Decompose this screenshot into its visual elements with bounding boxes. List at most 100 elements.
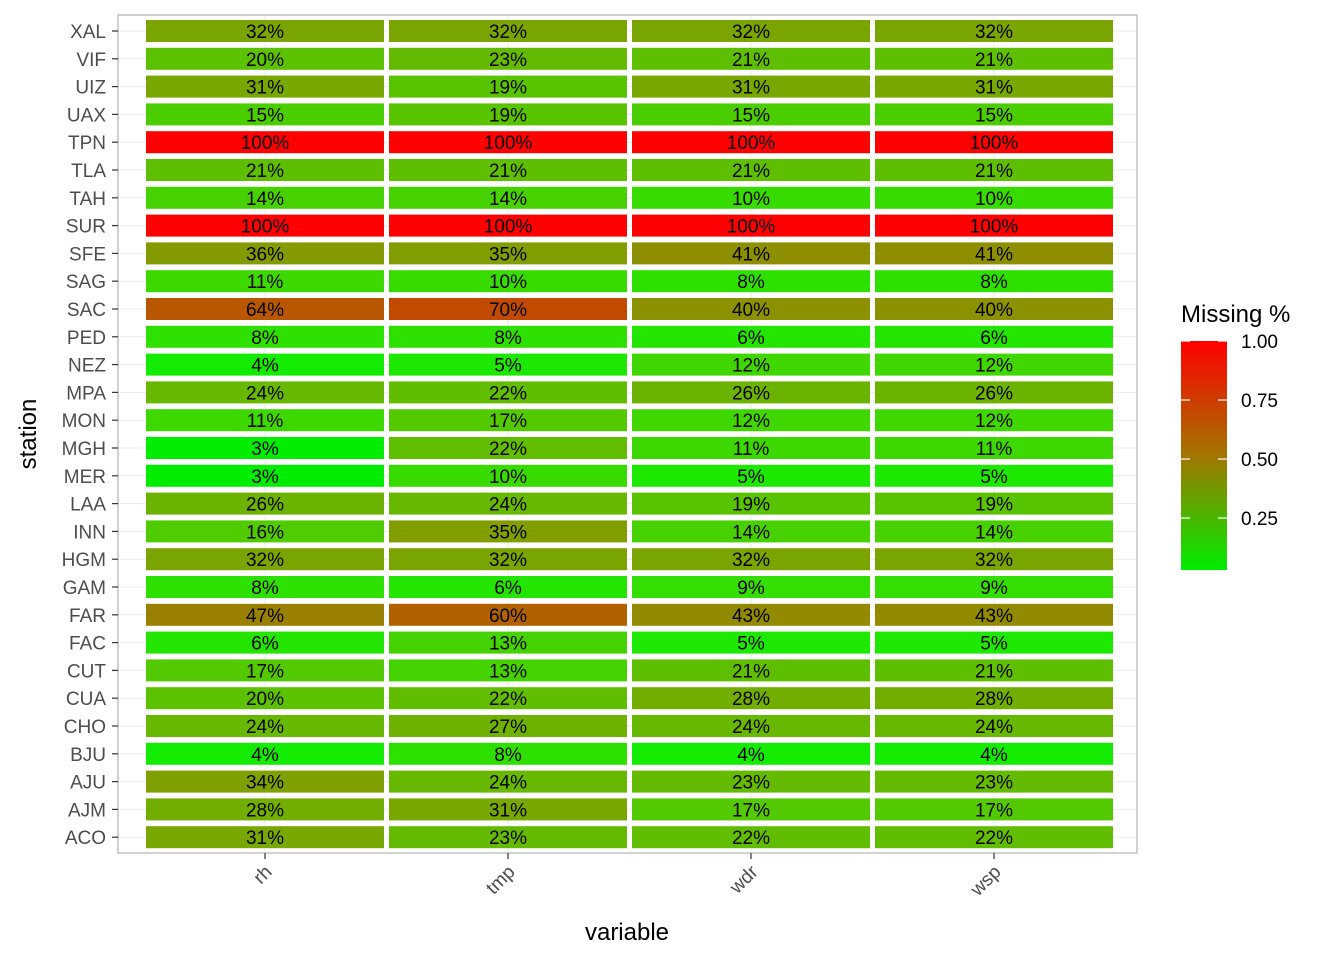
cell-label: 100% — [241, 217, 290, 238]
heatmap-cell — [389, 715, 627, 737]
cell-label: 24% — [975, 717, 1013, 738]
y-tick-label: MON — [62, 411, 106, 432]
heatmap-cell — [146, 159, 384, 181]
cell-label: 4% — [251, 356, 279, 377]
cell-label: 19% — [732, 495, 770, 516]
cell-label: 23% — [489, 828, 527, 849]
heatmap-cell — [632, 715, 870, 737]
cell-label: 15% — [975, 105, 1013, 126]
heatmap-cell — [875, 437, 1113, 459]
heatmap-cell — [875, 409, 1113, 432]
y-tick-label: FAR — [69, 606, 106, 627]
heatmap-cell — [389, 325, 627, 348]
heatmap-cell — [146, 298, 384, 320]
cell-label: 32% — [732, 550, 770, 571]
cell-label: 24% — [246, 383, 284, 404]
cell-label: 3% — [251, 439, 279, 460]
heatmap-cell — [389, 631, 627, 654]
heatmap-cell — [389, 437, 627, 459]
cell-label: 60% — [489, 606, 527, 627]
heatmap-cell — [632, 492, 870, 515]
y-tick-label: UAX — [67, 105, 106, 126]
heatmap-cell — [875, 186, 1113, 209]
cell-label: 16% — [246, 522, 284, 543]
cell-label: 22% — [489, 689, 527, 710]
cell-label: 20% — [246, 50, 284, 71]
cell-label: 4% — [737, 745, 765, 766]
cell-label: 17% — [975, 800, 1013, 821]
cell-label: 8% — [494, 328, 522, 349]
y-tick-label: TAH — [69, 189, 106, 210]
cell-label: 27% — [489, 717, 527, 738]
y-tick-label: UIZ — [75, 78, 106, 99]
cell-label: 21% — [489, 161, 527, 182]
heatmap-cell — [875, 20, 1113, 42]
y-tick-label: CHO — [64, 717, 106, 738]
cell-label: 100% — [484, 133, 533, 154]
heatmap-cell — [632, 159, 870, 181]
heatmap-cell — [875, 353, 1113, 376]
cell-label: 20% — [246, 689, 284, 710]
cell-label: 6% — [251, 634, 279, 655]
heatmap-cell — [632, 325, 870, 348]
cell-label: 9% — [980, 578, 1008, 599]
heatmap-cell — [389, 409, 627, 432]
cell-label: 22% — [975, 828, 1013, 849]
cell-label: 100% — [484, 217, 533, 238]
cell-label: 32% — [489, 22, 527, 43]
cell-label: 3% — [251, 467, 279, 488]
cell-label: 100% — [727, 217, 776, 238]
y-tick-label: GAM — [63, 578, 106, 599]
cell-label: 5% — [494, 356, 522, 377]
heatmap-cell — [146, 214, 384, 237]
heatmap-cell — [875, 75, 1113, 98]
heatmap-cell — [389, 659, 627, 682]
y-tick-label: CUA — [66, 689, 106, 710]
cell-label: 15% — [246, 105, 284, 126]
cell-label: 6% — [494, 578, 522, 599]
cell-label: 19% — [489, 78, 527, 99]
heatmap-cell — [875, 242, 1113, 265]
cell-label: 8% — [251, 578, 279, 599]
cell-label: 11% — [976, 439, 1013, 460]
cell-label: 9% — [737, 578, 765, 599]
cell-label: 28% — [246, 800, 284, 821]
heatmap-cell — [389, 159, 627, 181]
y-axis-title: station — [15, 399, 42, 470]
y-tick-label: SAC — [67, 300, 106, 321]
legend-tick-label: 0.75 — [1241, 391, 1278, 412]
cell-label: 36% — [246, 244, 284, 265]
heatmap-cell — [146, 103, 384, 126]
cell-label: 40% — [975, 300, 1013, 321]
cell-label: 41% — [975, 244, 1013, 265]
cell-label: 23% — [975, 773, 1013, 794]
cell-label: 34% — [246, 773, 284, 794]
cell-label: 21% — [732, 161, 770, 182]
heatmap-cell — [875, 381, 1113, 404]
cell-label: 41% — [732, 244, 770, 265]
y-tick-label: HGM — [62, 550, 106, 571]
cell-label: 21% — [732, 50, 770, 71]
cell-label: 5% — [980, 467, 1008, 488]
cell-label: 40% — [732, 300, 770, 321]
heatmap-cell — [389, 186, 627, 209]
cell-label: 8% — [251, 328, 279, 349]
cell-label: 31% — [246, 828, 284, 849]
cell-label: 11% — [247, 411, 284, 432]
heatmap-cell — [875, 603, 1113, 626]
heatmap-cell — [389, 214, 627, 237]
heatmap-cell — [875, 214, 1113, 237]
cell-label: 17% — [732, 800, 770, 821]
legend-title: Missing % — [1181, 301, 1290, 328]
heatmap-cell — [875, 325, 1113, 348]
heatmap-cell — [632, 75, 870, 98]
cell-label: 14% — [489, 189, 527, 210]
heatmap-cell — [875, 798, 1113, 821]
cell-label: 10% — [975, 189, 1013, 210]
heatmap-cell — [632, 103, 870, 126]
heatmap-cell — [146, 409, 384, 432]
cell-label: 100% — [970, 217, 1019, 238]
heatmap-cell — [389, 353, 627, 376]
y-tick-label: SUR — [66, 217, 106, 238]
cell-label: 4% — [980, 745, 1008, 766]
